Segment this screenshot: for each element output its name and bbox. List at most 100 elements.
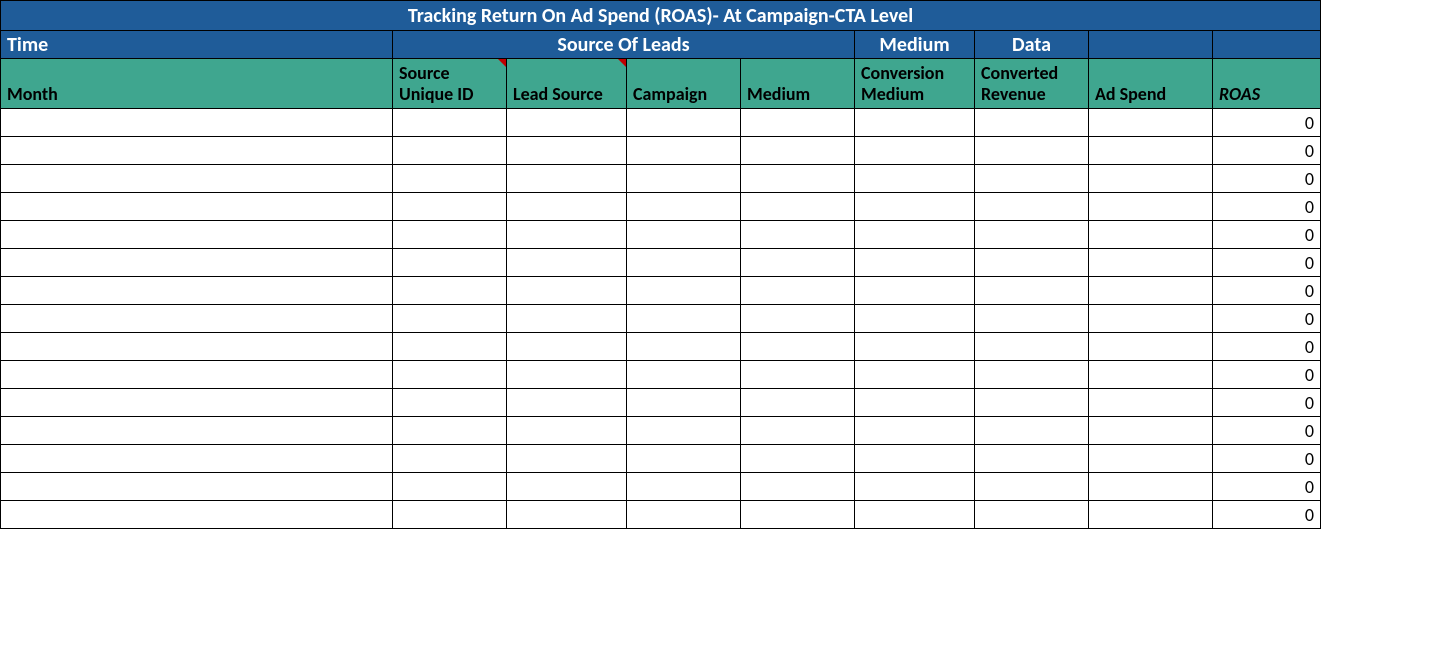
cell-lead_source[interactable] (507, 165, 627, 193)
cell-conversion_medium[interactable] (855, 445, 975, 473)
blank-cell[interactable] (975, 557, 1089, 585)
column-header-row[interactable]: Month Source Unique ID Lead Source Campa… (1, 59, 1321, 109)
cell-roas[interactable]: 0 (1213, 333, 1321, 361)
cell-lead_source[interactable] (507, 221, 627, 249)
table-row[interactable]: 0 (1, 305, 1321, 333)
cell-lead_source[interactable] (507, 333, 627, 361)
table-row[interactable]: 0 (1, 249, 1321, 277)
blank-cell[interactable] (627, 613, 741, 641)
group-time[interactable]: Time (1, 31, 393, 59)
blank-cell[interactable] (741, 529, 855, 557)
cell-conversion_medium[interactable] (855, 333, 975, 361)
blank-cell[interactable] (855, 613, 975, 641)
cell-ad_spend[interactable] (1089, 193, 1213, 221)
cell-month[interactable] (1, 473, 393, 501)
cell-campaign[interactable] (627, 501, 741, 529)
table-title[interactable]: Tracking Return On Ad Spend (ROAS)- At C… (1, 1, 1321, 31)
cell-campaign[interactable] (627, 221, 741, 249)
cell-lead_source[interactable] (507, 389, 627, 417)
cell-source_unique_id[interactable] (393, 389, 507, 417)
cell-campaign[interactable] (627, 389, 741, 417)
cell-medium[interactable] (741, 361, 855, 389)
cell-source_unique_id[interactable] (393, 277, 507, 305)
cell-conversion_medium[interactable] (855, 109, 975, 137)
cell-source_unique_id[interactable] (393, 445, 507, 473)
col-roas[interactable]: ROAS (1213, 59, 1321, 109)
blank-cell[interactable] (975, 613, 1089, 641)
cell-lead_source[interactable] (507, 361, 627, 389)
group-data[interactable]: Data (975, 31, 1089, 59)
cell-converted_revenue[interactable] (975, 137, 1089, 165)
blank-cell[interactable] (1213, 557, 1321, 585)
cell-roas[interactable]: 0 (1213, 193, 1321, 221)
cell-lead_source[interactable] (507, 445, 627, 473)
cell-campaign[interactable] (627, 361, 741, 389)
cell-converted_revenue[interactable] (975, 249, 1089, 277)
cell-medium[interactable] (741, 165, 855, 193)
table-row[interactable]: 0 (1, 389, 1321, 417)
comment-marker-icon[interactable] (498, 59, 506, 67)
cell-medium[interactable] (741, 109, 855, 137)
cell-ad_spend[interactable] (1089, 445, 1213, 473)
blank-cell[interactable] (975, 529, 1089, 557)
blank-cell[interactable] (507, 529, 627, 557)
cell-ad_spend[interactable] (1089, 361, 1213, 389)
cell-ad_spend[interactable] (1089, 333, 1213, 361)
cell-roas[interactable]: 0 (1213, 389, 1321, 417)
cell-converted_revenue[interactable] (975, 445, 1089, 473)
cell-medium[interactable] (741, 445, 855, 473)
blank-row[interactable] (1, 529, 1321, 557)
table-row[interactable]: 0 (1, 109, 1321, 137)
blank-cell[interactable] (627, 557, 741, 585)
col-ad-spend[interactable]: Ad Spend (1089, 59, 1213, 109)
cell-source_unique_id[interactable] (393, 221, 507, 249)
cell-campaign[interactable] (627, 109, 741, 137)
blank-cell[interactable] (1, 529, 393, 557)
cell-medium[interactable] (741, 277, 855, 305)
cell-source_unique_id[interactable] (393, 193, 507, 221)
blank-cell[interactable] (1, 613, 393, 641)
col-lead-source[interactable]: Lead Source (507, 59, 627, 109)
data-body[interactable]: 000000000000000 (1, 109, 1321, 529)
cell-month[interactable] (1, 361, 393, 389)
group-blank-1[interactable] (1089, 31, 1213, 59)
cell-lead_source[interactable] (507, 193, 627, 221)
blank-row[interactable] (1, 613, 1321, 641)
cell-medium[interactable] (741, 249, 855, 277)
table-row[interactable]: 0 (1, 165, 1321, 193)
blank-cell[interactable] (1089, 585, 1213, 613)
cell-roas[interactable]: 0 (1213, 137, 1321, 165)
col-conversion-medium[interactable]: Conversion Medium (855, 59, 975, 109)
col-campaign[interactable]: Campaign (627, 59, 741, 109)
cell-month[interactable] (1, 305, 393, 333)
cell-month[interactable] (1, 249, 393, 277)
blank-cell[interactable] (741, 557, 855, 585)
cell-source_unique_id[interactable] (393, 137, 507, 165)
cell-month[interactable] (1, 193, 393, 221)
blank-cell[interactable] (393, 529, 507, 557)
cell-ad_spend[interactable] (1089, 221, 1213, 249)
cell-medium[interactable] (741, 193, 855, 221)
cell-lead_source[interactable] (507, 501, 627, 529)
col-source-unique-id[interactable]: Source Unique ID (393, 59, 507, 109)
blank-cell[interactable] (627, 529, 741, 557)
cell-converted_revenue[interactable] (975, 417, 1089, 445)
cell-month[interactable] (1, 389, 393, 417)
table-row[interactable]: 0 (1, 333, 1321, 361)
blank-cell[interactable] (507, 585, 627, 613)
cell-source_unique_id[interactable] (393, 501, 507, 529)
cell-converted_revenue[interactable] (975, 501, 1089, 529)
blank-cell[interactable] (393, 613, 507, 641)
cell-lead_source[interactable] (507, 109, 627, 137)
cell-conversion_medium[interactable] (855, 137, 975, 165)
cell-conversion_medium[interactable] (855, 501, 975, 529)
cell-ad_spend[interactable] (1089, 473, 1213, 501)
cell-source_unique_id[interactable] (393, 165, 507, 193)
cell-medium[interactable] (741, 417, 855, 445)
cell-source_unique_id[interactable] (393, 473, 507, 501)
cell-source_unique_id[interactable] (393, 305, 507, 333)
cell-medium[interactable] (741, 389, 855, 417)
blank-cell[interactable] (855, 557, 975, 585)
cell-conversion_medium[interactable] (855, 277, 975, 305)
table-row[interactable]: 0 (1, 501, 1321, 529)
